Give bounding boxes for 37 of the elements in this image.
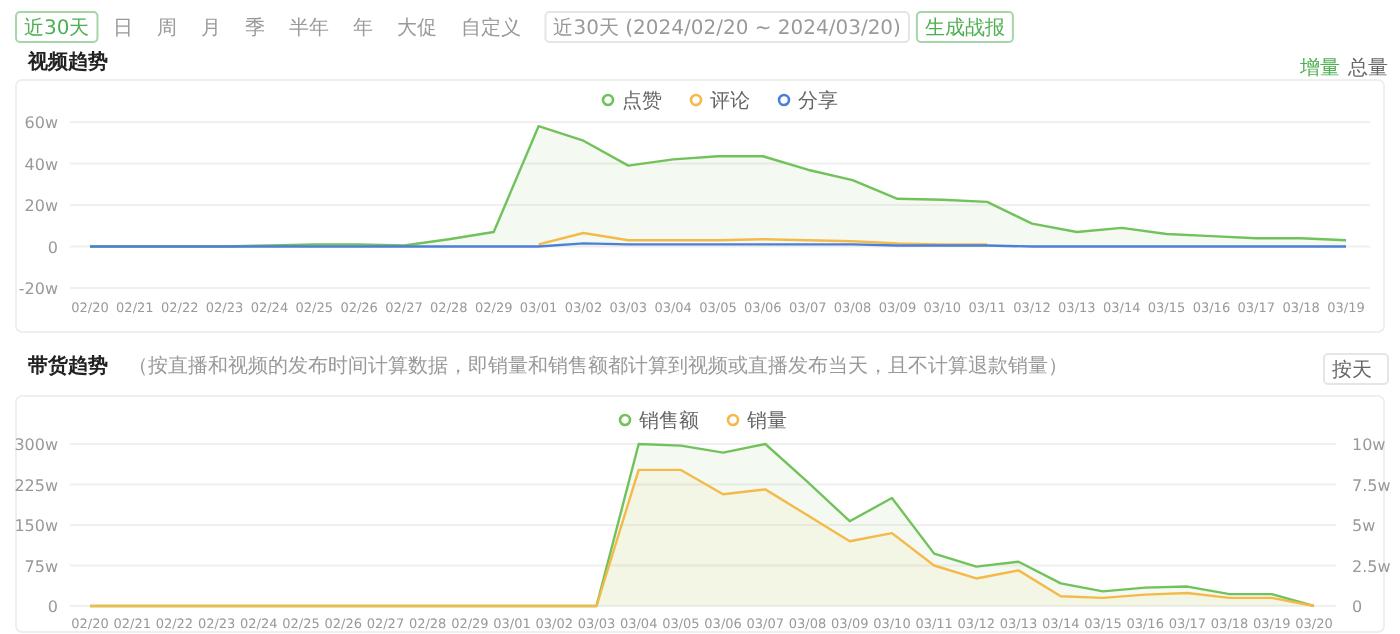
chart-title: 视频趋势	[26, 50, 108, 74]
legend-label: 销售额	[637, 409, 699, 433]
legend-label: 销量	[745, 411, 787, 433]
text: 生成战报	[924, 16, 1005, 40]
y2-tick-label: 7.5w	[1352, 476, 1392, 495]
y-tick-label: 225w	[14, 476, 59, 495]
y-tick-label: 0	[47, 598, 58, 616]
y-tick-label: -20w	[18, 280, 59, 298]
legend-label: 分享	[798, 89, 838, 113]
y-tick-label: 75w	[24, 557, 59, 576]
text: 增量	[1298, 56, 1340, 80]
text: 大促	[397, 16, 438, 40]
text: 月	[201, 18, 222, 40]
y-tick-label: 60w	[24, 114, 59, 132]
chart-title: 带货趋势	[28, 354, 108, 378]
legend-label: 点赞	[622, 89, 662, 113]
y-tick-label: 300w	[14, 436, 59, 454]
text: 半年	[289, 16, 330, 40]
text: 周	[157, 18, 178, 40]
y2-tick-label: 10w	[1352, 436, 1387, 454]
text: 年	[353, 16, 374, 40]
text: 自定义	[461, 16, 522, 40]
text: 近30天	[24, 16, 90, 40]
y-tick-label: 150w	[14, 517, 59, 535]
text: 近30天 (2024/02/20 ~ 2024/03/20)	[553, 16, 902, 40]
y2-tick-label: 5w	[1352, 517, 1377, 535]
y2-tick-label: 0	[1352, 598, 1363, 616]
y-tick-label: 20w	[24, 197, 59, 215]
legend-label: 评论	[710, 89, 750, 113]
chart-subtitle: （按直播和视频的发布时间计算数据，即销量和销售额都计算到视频或直播发布当天，且不计算退款销量）	[128, 354, 1068, 378]
text: 日	[113, 18, 134, 40]
y-tick-label: 0	[47, 238, 58, 257]
y2-tick-label: 2.5w	[1352, 557, 1392, 576]
text: 总量	[1346, 56, 1388, 80]
y-tick-label: 40w	[24, 155, 59, 174]
text: 季	[245, 16, 266, 40]
text: 按天	[1332, 358, 1372, 382]
